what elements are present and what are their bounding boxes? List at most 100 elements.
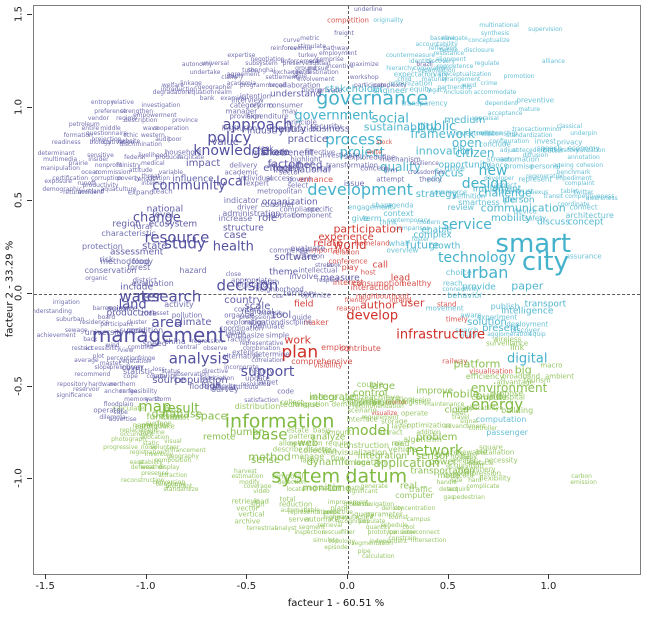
word-green: operate bbox=[400, 409, 429, 418]
word-blue: may bbox=[282, 107, 298, 116]
word-blue: consider bbox=[260, 199, 295, 209]
word-cyan: medium bbox=[444, 115, 486, 127]
word-green: conversion bbox=[152, 479, 186, 487]
word-cyan: awareness bbox=[585, 195, 618, 203]
word-green: vector bbox=[236, 504, 259, 513]
word-blue: correlation bbox=[251, 356, 284, 364]
word-blue: determine bbox=[253, 350, 290, 359]
word-cyan: personal bbox=[530, 162, 561, 171]
word-blue: forest bbox=[127, 262, 151, 272]
word-blue: facilitate bbox=[177, 154, 205, 162]
word-blue: bank bbox=[199, 94, 215, 102]
word-cyan: social bbox=[371, 111, 409, 127]
word-green: dynamic bbox=[306, 456, 350, 468]
word-blue: concern bbox=[360, 164, 389, 173]
word-green: route bbox=[324, 508, 340, 516]
word-blue: science bbox=[107, 303, 138, 313]
word-cyan: growth bbox=[429, 241, 461, 252]
word-cyan: implement bbox=[472, 184, 522, 195]
word-blue: climate bbox=[174, 317, 212, 329]
word-red: timely bbox=[445, 315, 468, 324]
word-cyan: architecture bbox=[565, 210, 614, 220]
word-blue: entropy bbox=[90, 98, 115, 106]
word-blue: production bbox=[106, 308, 155, 319]
word-green: reconstruction bbox=[121, 477, 165, 485]
word-blue: subsystem bbox=[245, 59, 278, 67]
word-cyan: transit bbox=[543, 193, 564, 201]
word-blue: commercial bbox=[269, 246, 311, 255]
word-cyan: behavior bbox=[447, 290, 483, 300]
word-green: desire bbox=[409, 396, 432, 405]
word-green: vehicle bbox=[388, 444, 417, 454]
word-green: efficiency bbox=[465, 372, 505, 382]
word-cyan: stream bbox=[486, 155, 512, 164]
word-blue: academia bbox=[226, 79, 257, 87]
word-cyan: urban bbox=[461, 263, 509, 283]
word-blue: biology bbox=[89, 139, 112, 147]
word-cyan: intelligence bbox=[501, 306, 554, 317]
word-blue: evaluate bbox=[290, 244, 326, 254]
word-blue: formation bbox=[63, 131, 93, 139]
word-green: total bbox=[279, 495, 296, 504]
word-blue: variable bbox=[158, 169, 183, 177]
word-blue: wind bbox=[105, 341, 120, 349]
word-green: couple bbox=[356, 379, 384, 389]
word-blue: sector bbox=[278, 168, 301, 177]
word-blue: specific bbox=[306, 205, 334, 214]
word-blue: storm bbox=[154, 395, 172, 403]
word-blue: include bbox=[120, 282, 153, 293]
word-green: composition bbox=[154, 456, 192, 464]
word-blue: certification bbox=[52, 174, 89, 182]
word-cyan: smart bbox=[495, 228, 572, 259]
word-cyan: nexus bbox=[530, 189, 549, 197]
word-green: web bbox=[297, 438, 319, 450]
y-tick bbox=[27, 292, 32, 294]
word-blue: flood bbox=[189, 381, 210, 391]
y-tick bbox=[27, 199, 32, 201]
word-blue: projection bbox=[91, 135, 122, 143]
word-green: real bbox=[399, 481, 417, 492]
word-red: write bbox=[366, 148, 382, 156]
word-cyan: supervision bbox=[528, 26, 563, 34]
word-green: broadband bbox=[502, 372, 541, 381]
word-blue: success bbox=[265, 174, 294, 183]
word-blue: explore bbox=[347, 153, 374, 162]
word-green: filter bbox=[341, 529, 356, 537]
word-blue: repository bbox=[57, 380, 88, 388]
word-green: acquisition bbox=[445, 461, 484, 470]
word-blue: universal bbox=[201, 59, 229, 67]
word-blue: delivery bbox=[229, 161, 258, 170]
word-blue: implication bbox=[278, 125, 318, 134]
word-green: pipeline bbox=[140, 428, 165, 436]
word-blue: conservation bbox=[84, 266, 137, 276]
word-green: stability bbox=[138, 458, 163, 466]
word-blue: view bbox=[119, 347, 134, 355]
word-green: populate bbox=[358, 518, 386, 526]
word-blue: emphasize bbox=[226, 331, 265, 340]
word-green: progress bbox=[302, 484, 329, 492]
word-blue: analysis bbox=[168, 349, 230, 368]
word-blue: middle bbox=[100, 124, 121, 132]
word-cyan: standardization bbox=[505, 131, 553, 139]
word-blue: sensitive bbox=[87, 152, 114, 160]
word-green: station bbox=[388, 395, 413, 404]
word-green: query bbox=[354, 510, 375, 519]
word-blue: code bbox=[277, 387, 295, 396]
word-blue: supply bbox=[119, 325, 146, 335]
word-cyan: smartness bbox=[458, 197, 500, 207]
word-blue: multimedia bbox=[43, 156, 78, 164]
word-green: display bbox=[158, 464, 180, 472]
word-green: generate bbox=[360, 482, 388, 490]
word-blue: threat bbox=[141, 172, 160, 180]
word-blue: tool bbox=[272, 309, 292, 321]
word-blue: programme bbox=[239, 81, 276, 89]
word-blue: irrigation bbox=[52, 298, 80, 306]
word-cyan: acceptance bbox=[487, 109, 523, 117]
word-blue: interview bbox=[231, 96, 264, 105]
word-blue: questionnaire bbox=[85, 130, 128, 138]
word-cyan: promise bbox=[505, 162, 534, 171]
word-green: progressive bbox=[103, 443, 138, 451]
origin-vertical-dashed-line bbox=[348, 6, 350, 574]
word-blue: adaptation bbox=[266, 211, 305, 220]
word-red: relation bbox=[332, 248, 360, 257]
